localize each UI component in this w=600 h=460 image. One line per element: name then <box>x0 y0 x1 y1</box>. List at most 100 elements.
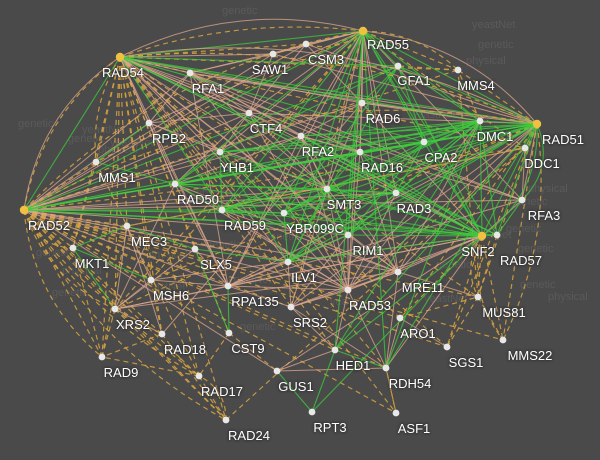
edge-coexpression <box>481 123 538 237</box>
edge-physical <box>290 235 483 308</box>
graph-node-slx5[interactable] <box>191 245 199 253</box>
edge-genetic <box>23 209 227 421</box>
edge-coexpression <box>362 30 498 236</box>
edge-physical <box>148 30 364 124</box>
edge-coexpression <box>194 248 289 263</box>
graph-node-mkt1[interactable] <box>69 244 77 252</box>
graph-node-rad57[interactable] <box>493 231 501 239</box>
edge-coexpression <box>362 30 399 67</box>
graph-node-rad18[interactable] <box>158 330 166 338</box>
edge-physical <box>189 72 349 291</box>
edge-coexpression <box>221 188 328 211</box>
edge-coexpression <box>311 235 483 413</box>
edge-physical <box>385 317 401 369</box>
node-layer[interactable] <box>19 26 542 424</box>
edge-coexpression <box>359 141 425 153</box>
graph-node-rad3[interactable] <box>392 189 400 197</box>
edge-genetic <box>23 109 538 211</box>
graph-node-hed1[interactable] <box>331 346 339 354</box>
edge-coexpression <box>72 247 152 281</box>
graph-node-sgs1[interactable] <box>443 343 451 351</box>
graph-node-rpb2[interactable] <box>145 119 153 127</box>
graph-node-rad6[interactable] <box>358 99 366 107</box>
graph-node-saw1[interactable] <box>269 50 277 58</box>
graph-node-snf2[interactable] <box>477 231 487 241</box>
graph-node-mus81[interactable] <box>474 293 482 301</box>
edge-coexpression <box>283 141 425 214</box>
graph-node-mms4[interactable] <box>454 66 462 74</box>
graph-node-rfa3[interactable] <box>518 196 526 204</box>
edge-coexpression <box>521 123 544 201</box>
graph-node-rad53[interactable] <box>344 286 352 294</box>
edge-physical <box>276 367 387 372</box>
graph-node-rad9[interactable] <box>98 353 106 361</box>
graph-node-rad51[interactable] <box>532 119 542 129</box>
graph-node-smt3[interactable] <box>323 185 331 193</box>
graph-node-rpa135[interactable] <box>224 282 232 290</box>
graph-node-mms1[interactable] <box>92 158 100 166</box>
edge-physical <box>114 271 399 310</box>
edge-coexpression <box>300 135 498 236</box>
graph-node-rad54[interactable] <box>115 52 125 62</box>
graph-node-rad50[interactable] <box>171 180 179 188</box>
edge-physical <box>189 53 274 74</box>
graph-node-cpa2[interactable] <box>420 138 428 146</box>
graph-node-rad52[interactable] <box>19 205 29 215</box>
edge-physical <box>119 47 538 125</box>
graph-node-xrs2[interactable] <box>111 305 119 313</box>
edge-physical <box>347 192 397 291</box>
graph-node-asf1[interactable] <box>392 409 400 417</box>
graph-node-mec3[interactable] <box>123 222 131 230</box>
graph-node-msh6[interactable] <box>147 276 155 284</box>
edge-genetic <box>198 375 227 421</box>
edge-physical <box>119 56 349 236</box>
edge-genetic <box>457 69 538 125</box>
edge-physical <box>290 306 336 351</box>
graph-node-rad17[interactable] <box>195 372 203 380</box>
graph-node-rad55[interactable] <box>358 26 368 36</box>
graph-node-rad59[interactable] <box>218 206 226 214</box>
graph-node-ybr099c[interactable] <box>280 209 288 217</box>
graph-node-gus1[interactable] <box>273 367 281 375</box>
edge-physical <box>276 349 336 372</box>
graph-node-gfa1[interactable] <box>394 62 402 70</box>
edge-genetic <box>362 30 459 71</box>
graph-node-rad16[interactable] <box>356 148 364 156</box>
edge-coexpression <box>174 183 483 237</box>
edge-coexpression <box>219 65 399 153</box>
graph-node-rad24[interactable] <box>222 416 230 424</box>
edge-genetic <box>23 209 504 341</box>
edge-physical <box>189 72 523 201</box>
graph-node-mms22[interactable] <box>499 336 507 344</box>
graph-node-cst9[interactable] <box>225 329 233 337</box>
edge-genetic <box>150 279 163 335</box>
graph-node-ddc1[interactable] <box>521 144 529 152</box>
graph-node-rfa2[interactable] <box>297 132 305 140</box>
edge-genetic <box>23 209 336 351</box>
edge-coexpression <box>287 65 399 263</box>
graph-node-dmc1[interactable] <box>476 117 484 125</box>
graph-node-srs2[interactable] <box>287 303 295 311</box>
edge-coexpression <box>194 248 230 334</box>
graph-node-rpt3[interactable] <box>308 408 316 416</box>
edge-physical <box>119 56 328 190</box>
graph-node-aro1[interactable] <box>396 314 404 322</box>
watermark-text: physical <box>148 249 188 261</box>
watermark-text: genetic <box>222 5 258 17</box>
graph-node-mre11[interactable] <box>394 268 402 276</box>
edge-coexpression <box>119 56 425 143</box>
graph-node-rfa1[interactable] <box>186 69 194 77</box>
graph-node-rim1[interactable] <box>344 231 352 239</box>
graph-node-csm3[interactable] <box>302 40 310 48</box>
edge-physical <box>287 261 349 291</box>
edge-physical <box>23 56 121 211</box>
edge-genetic <box>119 56 196 250</box>
graph-node-ilv1[interactable] <box>284 258 292 266</box>
graph-node-rdh54[interactable] <box>382 364 390 372</box>
edge-physical <box>362 30 538 125</box>
graph-node-ctf4[interactable] <box>245 109 253 117</box>
edge-coexpression <box>347 141 425 236</box>
edge-genetic <box>198 332 230 377</box>
graph-node-yhb1[interactable] <box>216 148 224 156</box>
